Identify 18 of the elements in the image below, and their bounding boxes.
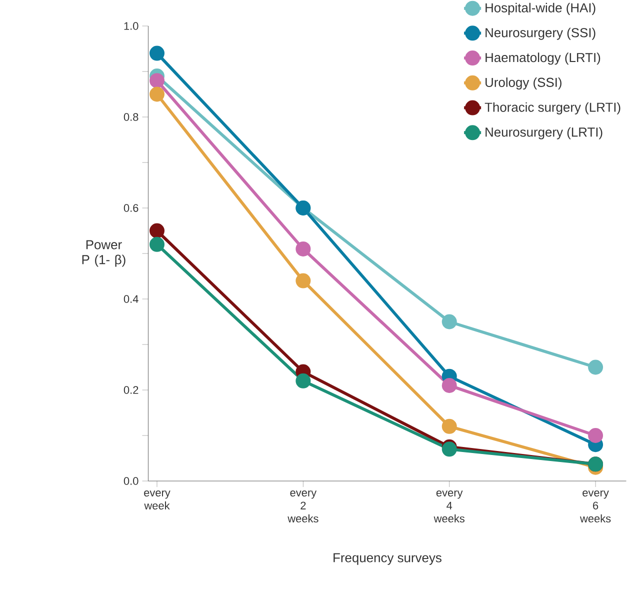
y-tick-label: 0.0 [124,477,138,485]
x-tick-label: every 2 weeks [288,490,318,522]
legend-label: Neurosurgery (SSI) [486,28,596,40]
y-tick-label: 0.2 [124,386,138,394]
legend-label: Haematology (LRTI) [486,52,600,65]
y-axis-title: Power P (1- β) [82,240,126,267]
x-tick-label: every 4 weeks [434,490,464,522]
legend-label: Hospital-wide (HAI) [486,2,596,15]
y-tick-label: 0.4 [124,295,138,303]
legend-label: Urology (SSI) [486,77,562,90]
x-tick-label: every 6 weeks [580,490,611,522]
y-tick-label: 0.6 [124,204,138,212]
y-tick-label: 0.8 [124,113,138,121]
legend-label: Thoracic surgery (LRTI) [484,102,620,114]
legend-label: Neurosurgery (LRTI) [486,127,602,140]
x-axis-title: Frequency surveys [334,553,442,565]
y-tick-label: 1.0 [124,22,138,30]
x-tick-label: every week [144,490,170,510]
